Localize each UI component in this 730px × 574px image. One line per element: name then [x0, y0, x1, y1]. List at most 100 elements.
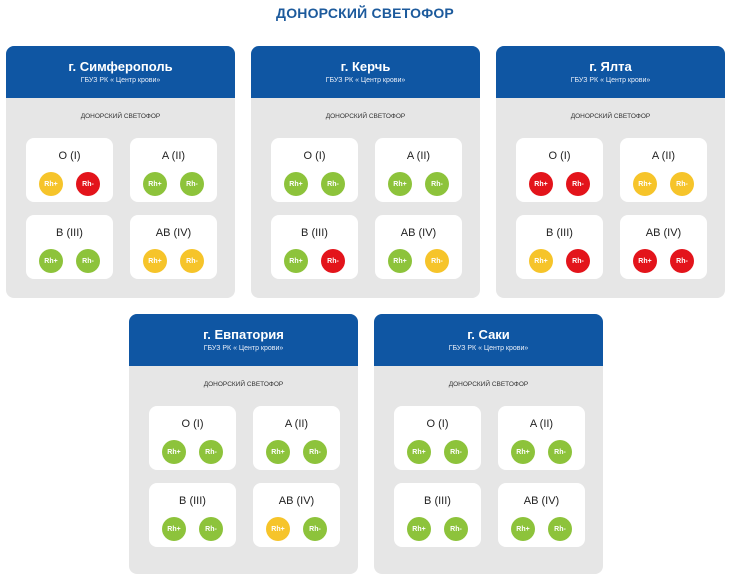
rh-negative-indicator: Rh-	[180, 249, 204, 273]
rh-positive-indicator: Rh+	[633, 249, 657, 273]
rh-indicators: Rh+ Rh-	[516, 249, 603, 273]
rh-negative-indicator: Rh-	[425, 249, 449, 273]
rh-indicators: Rh+ Rh-	[620, 172, 707, 196]
blood-group-box: A (II) Rh+ Rh-	[620, 138, 707, 202]
card-header: г. Ялта ГБУЗ РК « Центр крови»	[496, 46, 725, 98]
blood-group-box: O (I) Rh+ Rh-	[26, 138, 113, 202]
city-card: г. Евпатория ГБУЗ РК « Центр крови» ДОНОРС…	[129, 314, 358, 574]
section-title: ДОНОРСКИЙ СВЕТОФОР	[448, 381, 529, 388]
blood-group-label: B (III)	[546, 227, 573, 239]
rh-positive-indicator: Rh+	[162, 440, 186, 464]
section-title: ДОНОРСКИЙ СВЕТОФОР	[80, 113, 161, 120]
rh-positive-indicator: Rh+	[266, 517, 290, 541]
blood-group-label: AB (IV)	[155, 227, 192, 239]
blood-group-box: AB (IV) Rh+ Rh-	[253, 483, 340, 547]
blood-group-box: B (III) Rh+ Rh-	[394, 483, 481, 547]
card-header: г. Керчь ГБУЗ РК « Центр крови»	[251, 46, 480, 98]
blood-group-box: B (III) Rh+ Rh-	[516, 215, 603, 279]
rh-negative-indicator: Rh-	[425, 172, 449, 196]
rh-positive-indicator: Rh+	[39, 249, 63, 273]
city-name: г. Симферополь	[68, 59, 173, 74]
blood-group-box: A (II) Rh+ Rh-	[498, 406, 585, 470]
blood-group-grid: O (I) Rh+ Rh- A (II) Rh+ Rh- B (III) Rh+ Rh- AB (…	[374, 406, 603, 547]
blood-group-label: AB (IV)	[523, 495, 560, 507]
rh-positive-indicator: Rh+	[511, 517, 535, 541]
card-header: г. Саки ГБУЗ РК « Центр крови»	[374, 314, 603, 366]
blood-group-box: B (III) Rh+ Rh-	[26, 215, 113, 279]
blood-group-label: O (I)	[548, 150, 571, 162]
city-name: г. Евпатория	[203, 327, 284, 342]
rh-negative-indicator: Rh-	[321, 172, 345, 196]
city-card: г. Симферополь ГБУЗ РК « Центр крови» ДОНО…	[6, 46, 235, 298]
blood-group-label: AB (IV)	[400, 227, 437, 239]
rh-negative-indicator: Rh-	[199, 440, 223, 464]
section-title: ДОНОРСКИЙ СВЕТОФОР	[203, 381, 284, 388]
rh-indicators: Rh+ Rh-	[516, 172, 603, 196]
rh-positive-indicator: Rh+	[388, 249, 412, 273]
city-name: г. Ялта	[589, 59, 632, 74]
rh-positive-indicator: Rh+	[511, 440, 535, 464]
rh-indicators: Rh+ Rh-	[375, 249, 462, 273]
rh-negative-indicator: Rh-	[321, 249, 345, 273]
rh-positive-indicator: Rh+	[143, 172, 167, 196]
blood-group-box: AB (IV) Rh+ Rh-	[498, 483, 585, 547]
card-header: г. Евпатория ГБУЗ РК « Центр крови»	[129, 314, 358, 366]
rh-indicators: Rh+ Rh-	[271, 172, 358, 196]
city-card: г. Саки ГБУЗ РК « Центр крови» ДОНОРСКИЙ С…	[374, 314, 603, 574]
rh-indicators: Rh+ Rh-	[394, 517, 481, 541]
rh-indicators: Rh+ Rh-	[149, 440, 236, 464]
rh-negative-indicator: Rh-	[548, 517, 572, 541]
rh-indicators: Rh+ Rh-	[253, 517, 340, 541]
blood-group-box: O (I) Rh+ Rh-	[149, 406, 236, 470]
blood-group-box: B (III) Rh+ Rh-	[149, 483, 236, 547]
blood-group-label: AB (IV)	[278, 495, 315, 507]
blood-group-label: A (II)	[529, 418, 554, 430]
rh-negative-indicator: Rh-	[303, 517, 327, 541]
rh-indicators: Rh+ Rh-	[149, 517, 236, 541]
blood-group-label: O (I)	[426, 418, 449, 430]
rh-indicators: Rh+ Rh-	[130, 249, 217, 273]
rh-negative-indicator: Rh-	[199, 517, 223, 541]
rh-indicators: Rh+ Rh-	[253, 440, 340, 464]
organization-name: ГБУЗ РК « Центр крови»	[570, 77, 651, 84]
organization-name: ГБУЗ РК « Центр крови»	[80, 77, 161, 84]
organization-name: ГБУЗ РК « Центр крови»	[448, 345, 529, 352]
rh-negative-indicator: Rh-	[76, 172, 100, 196]
rh-indicators: Rh+ Rh-	[26, 249, 113, 273]
rh-negative-indicator: Rh-	[670, 249, 694, 273]
blood-group-grid: O (I) Rh+ Rh- A (II) Rh+ Rh- B (III) Rh+ Rh- AB (…	[251, 138, 480, 279]
blood-group-grid: O (I) Rh+ Rh- A (II) Rh+ Rh- B (III) Rh+ Rh- AB (…	[6, 138, 235, 279]
blood-group-box: B (III) Rh+ Rh-	[271, 215, 358, 279]
blood-group-label: B (III)	[56, 227, 83, 239]
rh-positive-indicator: Rh+	[633, 172, 657, 196]
rh-positive-indicator: Rh+	[266, 440, 290, 464]
blood-group-label: B (III)	[424, 495, 451, 507]
rh-positive-indicator: Rh+	[284, 249, 308, 273]
city-name: г. Керчь	[340, 59, 391, 74]
blood-group-grid: O (I) Rh+ Rh- A (II) Rh+ Rh- B (III) Rh+ Rh- AB (…	[129, 406, 358, 547]
rh-negative-indicator: Rh-	[180, 172, 204, 196]
blood-group-box: O (I) Rh+ Rh-	[271, 138, 358, 202]
section-title: ДОНОРСКИЙ СВЕТОФОР	[325, 113, 406, 120]
blood-group-box: AB (IV) Rh+ Rh-	[620, 215, 707, 279]
blood-group-grid: O (I) Rh+ Rh- A (II) Rh+ Rh- B (III) Rh+ Rh- AB (…	[496, 138, 725, 279]
rh-negative-indicator: Rh-	[670, 172, 694, 196]
blood-group-box: A (II) Rh+ Rh-	[375, 138, 462, 202]
rh-positive-indicator: Rh+	[407, 440, 431, 464]
city-card: г. Керчь ГБУЗ РК « Центр крови» ДОНОРСКИЙ …	[251, 46, 480, 298]
blood-group-label: A (II)	[284, 418, 309, 430]
rh-indicators: Rh+ Rh-	[375, 172, 462, 196]
rh-negative-indicator: Rh-	[548, 440, 572, 464]
rh-indicators: Rh+ Rh-	[394, 440, 481, 464]
blood-group-label: O (I)	[58, 150, 81, 162]
city-name: г. Саки	[467, 327, 510, 342]
rh-positive-indicator: Rh+	[39, 172, 63, 196]
blood-group-box: AB (IV) Rh+ Rh-	[375, 215, 462, 279]
city-card: г. Ялта ГБУЗ РК « Центр крови» ДОНОРСКИЙ С…	[496, 46, 725, 298]
rh-positive-indicator: Rh+	[388, 172, 412, 196]
rh-positive-indicator: Rh+	[407, 517, 431, 541]
rh-negative-indicator: Rh-	[444, 517, 468, 541]
blood-group-label: A (II)	[651, 150, 676, 162]
rh-indicators: Rh+ Rh-	[498, 517, 585, 541]
rh-positive-indicator: Rh+	[529, 249, 553, 273]
